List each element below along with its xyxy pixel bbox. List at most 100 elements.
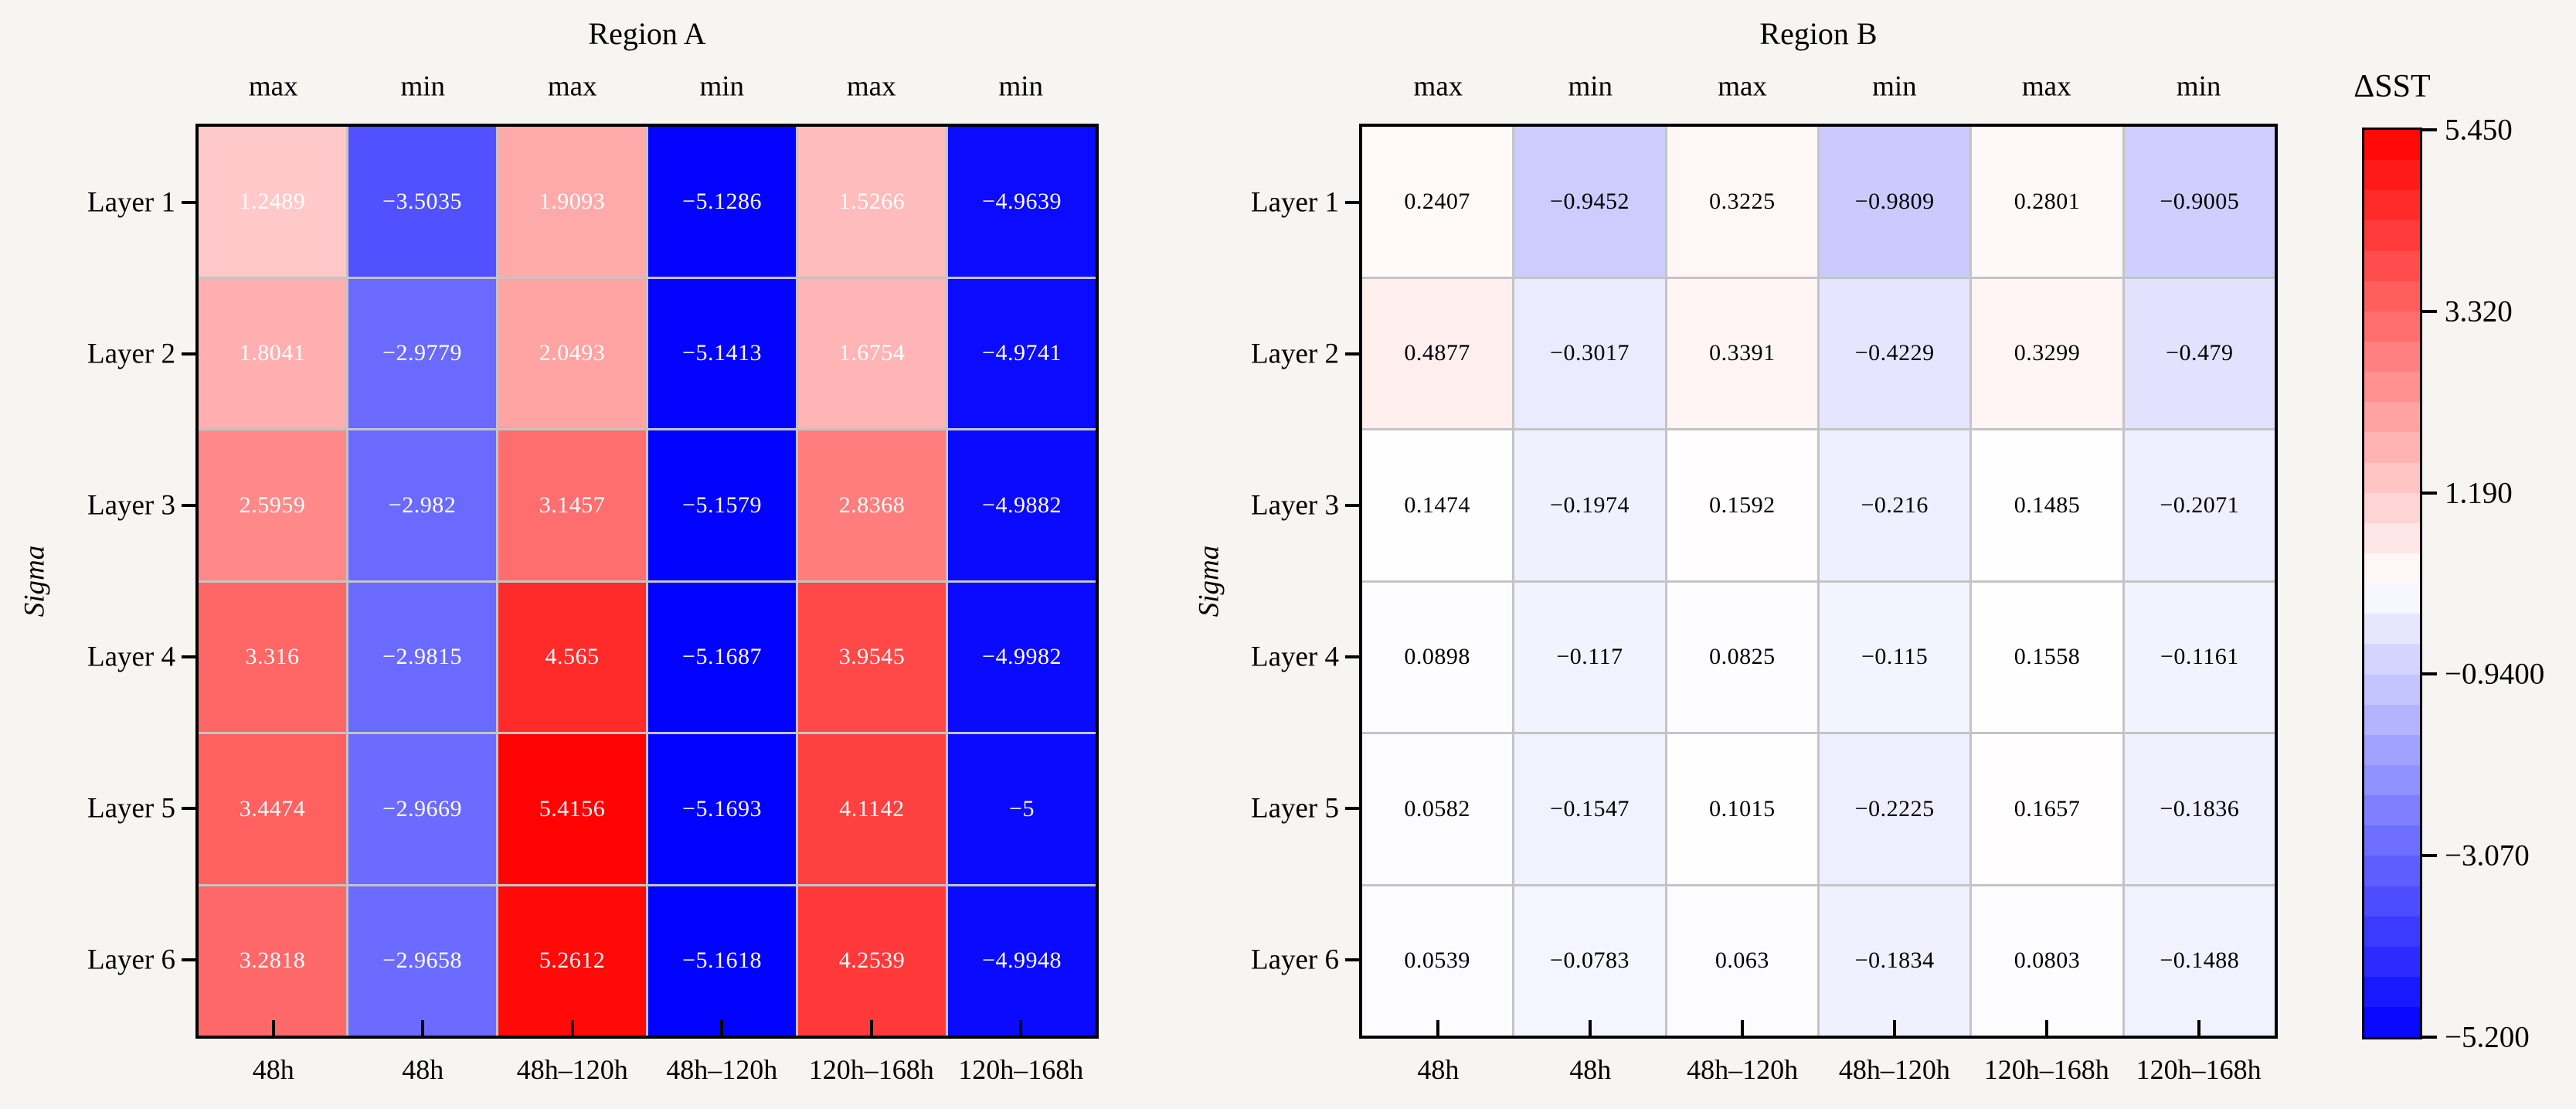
x-axis-tick [1892, 1020, 1896, 1036]
heatmap-cell: −2.982 [348, 430, 496, 580]
heatmap-cell: 5.2612 [498, 886, 646, 1036]
row-label: Layer 4 [1250, 641, 1339, 673]
colorbar-step [2364, 976, 2420, 1008]
row-label: Layer 3 [1250, 489, 1339, 522]
heatmap-cell: −0.2225 [1819, 734, 1970, 884]
heatmap-cell: −5.1579 [648, 430, 796, 580]
heatmap-cell: −0.1547 [1514, 734, 1665, 884]
colorbar-step [2364, 734, 2420, 765]
colorbar-step [2364, 946, 2420, 977]
x-axis-tick [570, 1020, 574, 1036]
y-axis-tick [1345, 958, 1362, 961]
region-a-title: Region A [588, 16, 706, 51]
x-axis-tick [271, 1020, 275, 1036]
heatmap-cell: −0.115 [1819, 582, 1970, 732]
region-b-title: Region B [1759, 16, 1878, 51]
x-tick-label: 48h–120h [1687, 1054, 1799, 1085]
y-axis-tick [182, 504, 199, 507]
heatmap-cell: −4.9741 [948, 278, 1096, 428]
column-header-max-3: max [547, 70, 597, 103]
column-header-max-1: max [1413, 70, 1463, 103]
heatmap-cell: −0.1834 [1819, 886, 1970, 1036]
row-label: Layer 3 [87, 489, 175, 522]
y-axis-tick [182, 655, 199, 658]
region-b-y-axis-label: Sigma [1193, 545, 1225, 617]
heatmap-cell: 0.0582 [1362, 734, 1513, 884]
heatmap-cell: −0.479 [2124, 278, 2275, 428]
heatmap-cell: −5.1618 [648, 886, 796, 1036]
colorbar-step [2364, 130, 2420, 161]
heatmap-cell: 1.2489 [199, 127, 346, 277]
colorbar-step [2364, 614, 2420, 645]
y-axis-tick [182, 201, 199, 204]
heatmap-cell: 0.063 [1667, 886, 1817, 1036]
heatmap-cell: 4.565 [498, 582, 646, 732]
heatmap-cell: 1.5266 [798, 127, 946, 277]
heatmap-cell: 2.8368 [798, 430, 946, 580]
x-tick-label: 48h–120h [1838, 1054, 1950, 1085]
y-axis-tick [1345, 504, 1362, 507]
colorbar-step [2364, 674, 2420, 705]
heatmap-cell: −2.9815 [348, 582, 496, 732]
heatmap-cell: 4.1142 [798, 734, 946, 884]
y-axis-tick [182, 352, 199, 355]
heatmap-cell: −4.9982 [948, 582, 1096, 732]
heatmap-cell: 1.6754 [798, 278, 946, 428]
colorbar-tick-label: 3.320 [2445, 294, 2513, 328]
colorbar-tick-label: −3.070 [2445, 839, 2530, 873]
heatmap-cell: −5.1286 [648, 127, 796, 277]
heatmap-cell: −0.1836 [2124, 734, 2275, 884]
colorbar-tick [2420, 309, 2437, 313]
region-a-heatmap: 1.2489 −3.5035 1.9093 −5.1286 1.5266 −4.9639 1… [195, 124, 1099, 1039]
colorbar-tick-label: 5.450 [2445, 113, 2513, 147]
row-label: Layer 5 [87, 792, 175, 825]
colorbar-step [2364, 220, 2420, 251]
heatmap-cell: −4.9639 [948, 127, 1096, 277]
y-axis-tick [182, 958, 199, 961]
x-tick-label: 48h [252, 1054, 294, 1085]
heatmap-cell: 2.0493 [498, 278, 646, 428]
row-label: Layer 6 [87, 944, 175, 976]
heatmap-cell: 0.1474 [1362, 430, 1513, 580]
colorbar-title: ΔSST [2353, 69, 2431, 104]
heatmap-cell: 3.1457 [498, 430, 646, 580]
heatmap-cell: −2.9779 [348, 278, 496, 428]
y-axis-tick [182, 807, 199, 810]
column-header-max-3: max [1718, 70, 1767, 103]
x-tick-label: 48h [1569, 1054, 1612, 1085]
heatmap-cell: −0.9452 [1514, 127, 1665, 277]
heatmap-cell: 0.3391 [1667, 278, 1817, 428]
colorbar-step [2364, 372, 2420, 403]
heatmap-cell: −0.9005 [2124, 127, 2275, 277]
x-axis-tick [2197, 1020, 2200, 1036]
colorbar-step [2364, 160, 2420, 191]
column-header-min-4: min [699, 70, 745, 103]
heatmap-cell: −2.9669 [348, 734, 496, 884]
heatmap-cell: −0.2071 [2124, 430, 2275, 580]
y-axis-tick [1345, 352, 1362, 355]
heatmap-cell: 0.0898 [1362, 582, 1513, 732]
heatmap-cell: 3.2818 [199, 886, 346, 1036]
colorbar-step [2364, 886, 2420, 917]
heatmap-cell: 0.2801 [1972, 127, 2122, 277]
heatmap-cell: 0.1015 [1667, 734, 1817, 884]
x-tick-label: 48h [1417, 1054, 1460, 1085]
heatmap-cell: 0.3225 [1667, 127, 1817, 277]
x-axis-tick [2044, 1020, 2048, 1036]
heatmap-cell: −0.1488 [2124, 886, 2275, 1036]
colorbar-step [2364, 250, 2420, 281]
x-axis-tick [421, 1020, 425, 1036]
colorbar-step [2364, 583, 2420, 614]
heatmap-cell: −0.3017 [1514, 278, 1665, 428]
colorbar-step [2364, 522, 2420, 553]
heatmap-cell: 1.8041 [199, 278, 346, 428]
colorbar-step [2364, 281, 2420, 311]
x-axis-tick [720, 1020, 724, 1036]
row-label: Layer 5 [1250, 792, 1339, 825]
x-axis-tick [1741, 1020, 1745, 1036]
column-header-max-1: max [248, 70, 298, 103]
heatmap-cell: 0.3299 [1972, 278, 2122, 428]
heatmap-cell: 2.5959 [199, 430, 346, 580]
heatmap-cell: 3.9545 [798, 582, 946, 732]
